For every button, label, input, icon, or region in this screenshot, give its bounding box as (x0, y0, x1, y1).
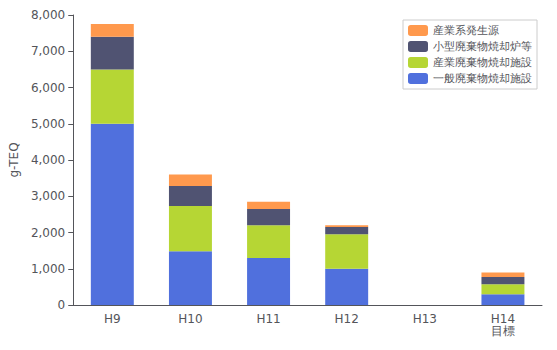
svg-text:1,000: 1,000 (31, 262, 65, 276)
svg-text:5,000: 5,000 (31, 117, 65, 131)
svg-text:H10: H10 (178, 312, 202, 326)
svg-text:H13: H13 (413, 312, 437, 326)
svg-text:H12: H12 (335, 312, 359, 326)
svg-text:目標: 目標 (491, 324, 515, 338)
svg-text:4,000: 4,000 (31, 153, 65, 167)
svg-text:産業系発生源: 産業系発生源 (433, 24, 499, 37)
svg-text:一般廃棄物焼却施設: 一般廃棄物焼却施設 (433, 72, 532, 85)
svg-text:H9: H9 (104, 312, 121, 326)
svg-text:7,000: 7,000 (31, 44, 65, 58)
svg-text:産業廃棄物焼却施設: 産業廃棄物焼却施設 (433, 56, 532, 69)
svg-text:3,000: 3,000 (31, 189, 65, 203)
svg-text:8,000: 8,000 (31, 8, 65, 22)
svg-text:H14: H14 (490, 312, 516, 326)
svg-text:g-TEQ: g-TEQ (7, 142, 21, 177)
svg-text:0: 0 (58, 298, 66, 312)
svg-text:2,000: 2,000 (31, 226, 65, 240)
svg-text:小型廃棄物焼却炉等: 小型廃棄物焼却炉等 (433, 40, 532, 53)
svg-text:H11: H11 (256, 312, 280, 326)
svg-text:6,000: 6,000 (31, 81, 65, 95)
